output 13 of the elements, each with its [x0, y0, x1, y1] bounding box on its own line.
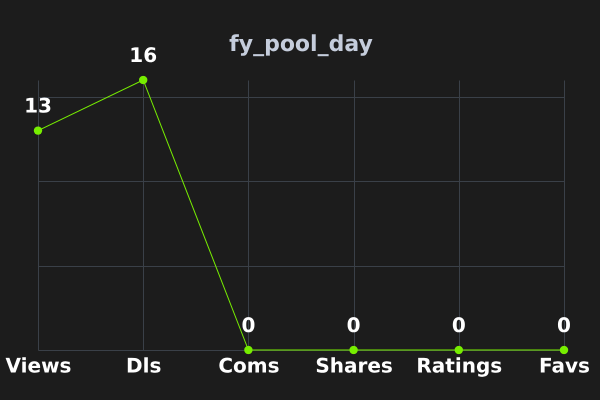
chart-title: fy_pool_day — [229, 32, 373, 57]
x-tick-label: Favs — [539, 354, 590, 378]
x-tick-label: Coms — [218, 354, 280, 378]
data-label: 0 — [241, 313, 256, 337]
data-label: 13 — [24, 94, 52, 118]
x-tick-label: Views — [6, 354, 72, 378]
data-label: 0 — [557, 313, 571, 337]
x-tick-label: Shares — [315, 354, 393, 378]
x-tick-label: Dls — [126, 354, 162, 378]
x-tick-label: Ratings — [416, 354, 502, 378]
data-label: 0 — [346, 313, 361, 337]
data-label: 0 — [452, 313, 466, 337]
data-label: 16 — [129, 43, 158, 67]
